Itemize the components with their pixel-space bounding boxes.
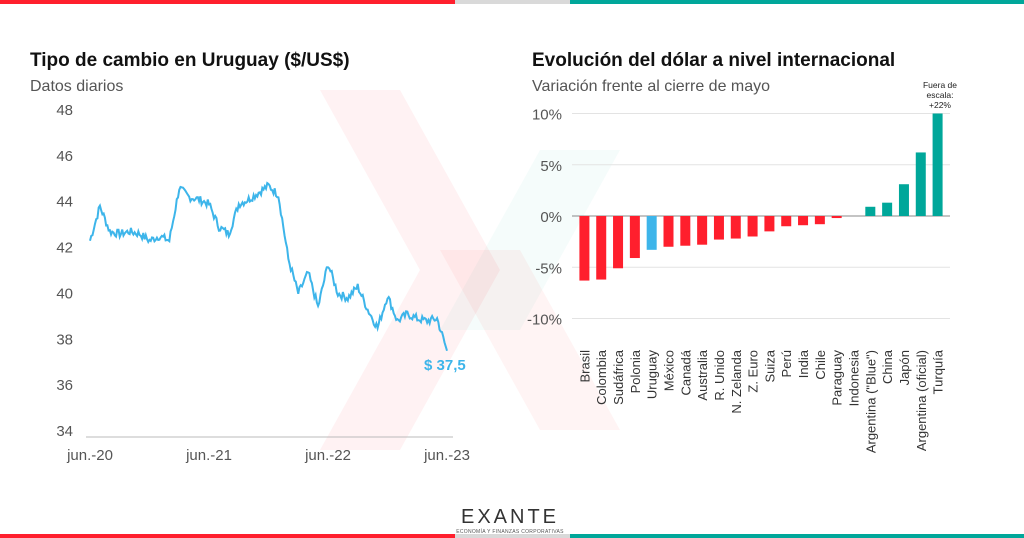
category-label: Polonia — [628, 349, 643, 393]
bar — [915, 152, 926, 216]
bar — [747, 216, 758, 237]
category-label: Perú — [779, 350, 794, 377]
logo-word: EXANTE — [460, 506, 560, 528]
exante-logo: EXANTE ECONOMÍA Y FINANZAS CORPORATIVAS — [440, 506, 580, 535]
y-tick-label: 46 — [56, 148, 73, 165]
y-tick-label: 36 — [56, 377, 73, 394]
bar — [579, 216, 590, 281]
category-label: R. Unido — [712, 350, 727, 401]
off-scale-note: Fuera de — [923, 80, 957, 90]
category-label: Paraguay — [830, 350, 845, 406]
bar — [680, 216, 691, 246]
bar — [865, 206, 876, 216]
y-tick-label: 0% — [540, 209, 562, 226]
top-bar-gray — [455, 0, 570, 4]
category-label: Uruguay — [645, 350, 660, 400]
y-tick-label: 34 — [56, 423, 73, 440]
y-tick-label: -5% — [535, 260, 562, 277]
bar — [814, 216, 825, 225]
x-tick-label: jun.-20 — [66, 447, 113, 464]
bar — [663, 216, 674, 247]
y-tick-label: 38 — [56, 331, 73, 348]
right-chart-title: Evolución del dólar a nivel internaciona… — [532, 50, 896, 71]
category-label: Brasil — [577, 350, 592, 383]
top-bar-teal — [570, 0, 1024, 4]
x-tick-label: jun.-21 — [185, 447, 232, 464]
category-label: Canadá — [678, 349, 693, 395]
y-tick-label: 42 — [56, 240, 73, 257]
category-label: China — [880, 349, 895, 384]
category-label: Turquía — [931, 349, 946, 394]
exchange-rate-line — [89, 181, 448, 352]
y-tick-label: 5% — [540, 158, 562, 175]
y-tick-label: 40 — [56, 285, 73, 302]
category-label: Japón — [897, 350, 912, 385]
left-chart-subtitle: Datos diarios — [30, 78, 124, 95]
bar — [629, 216, 640, 259]
off-scale-note: +22% — [929, 100, 951, 110]
category-label: Sudáfrica — [611, 349, 626, 405]
bar — [646, 216, 657, 250]
x-tick-label: jun.-23 — [423, 447, 470, 464]
left-chart-title: Tipo de cambio en Uruguay ($/US$) — [30, 50, 350, 71]
bar — [764, 216, 775, 232]
bar — [898, 184, 909, 216]
category-label: Argentina ("Blue") — [863, 350, 878, 453]
top-bar-red — [0, 0, 455, 4]
bar — [697, 216, 708, 245]
bar — [781, 216, 792, 227]
bar — [831, 216, 842, 219]
bar — [932, 113, 943, 216]
bar — [798, 216, 809, 226]
y-tick-label: 10% — [532, 107, 562, 124]
category-label: Australia — [695, 349, 710, 400]
bar — [596, 216, 607, 280]
category-label: Colombia — [594, 349, 609, 405]
y-tick-label: 44 — [56, 194, 73, 211]
category-label: Argentina (oficial) — [914, 350, 929, 451]
y-tick-label: -10% — [527, 312, 562, 329]
category-label: N. Zelanda — [729, 349, 744, 413]
category-label: México — [662, 350, 677, 391]
category-label: Suiza — [762, 349, 777, 382]
bottom-bar-red — [0, 534, 455, 538]
logo-tagline: ECONOMÍA Y FINANZAS CORPORATIVAS — [456, 529, 564, 535]
x-tick-label: jun.-22 — [304, 447, 351, 464]
right-chart-subtitle: Variación frente al cierre de mayo — [532, 78, 771, 95]
bottom-bar-gray — [455, 534, 570, 538]
bar — [882, 202, 893, 216]
bottom-bar-teal — [570, 534, 1024, 538]
y-tick-label: 48 — [56, 102, 73, 119]
bar — [713, 216, 724, 240]
category-label: Chile — [813, 350, 828, 380]
category-label: Indonesia — [847, 349, 862, 406]
off-scale-note: escala: — [927, 90, 954, 100]
bar — [730, 216, 741, 239]
bar — [613, 216, 624, 269]
category-label: India — [796, 349, 811, 378]
category-label: Z. Euro — [746, 350, 761, 393]
last-value-label: $ 37,5 — [424, 357, 466, 374]
